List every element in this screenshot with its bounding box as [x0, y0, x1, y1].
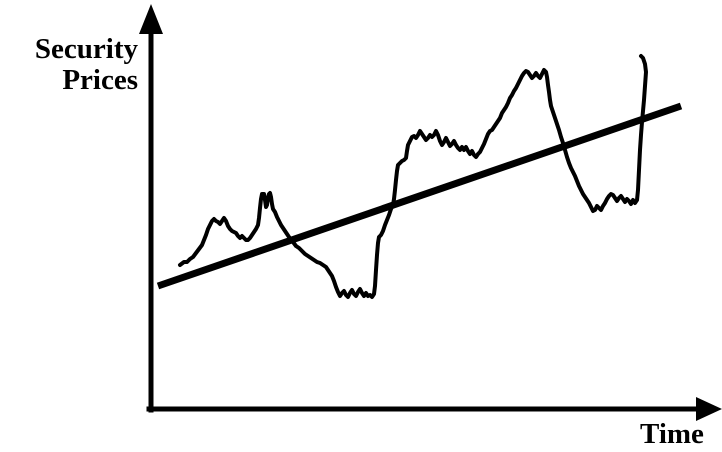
x-axis-label: Time	[640, 418, 704, 450]
x-axis-arrowhead	[696, 397, 722, 421]
price-path	[178, 54, 648, 299]
y-axis-label: Security Prices	[34, 33, 138, 97]
y-axis-arrowhead	[139, 4, 163, 34]
trend-line	[156, 102, 683, 290]
y-axis-label-line-1: Security	[34, 33, 138, 65]
y-axis-label-line-2: Prices	[62, 64, 138, 97]
